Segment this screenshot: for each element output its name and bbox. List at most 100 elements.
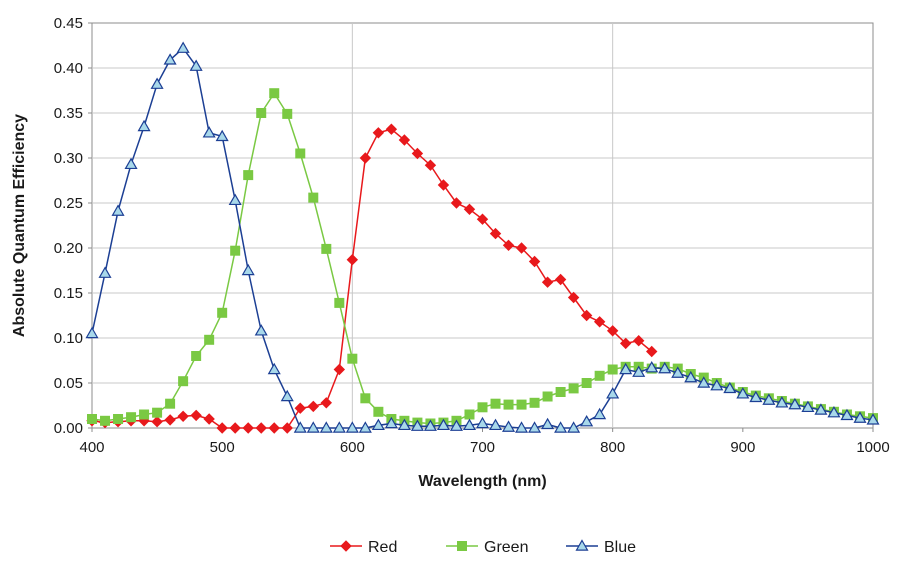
data-point-red: [372, 127, 385, 139]
series-blue: [85, 41, 880, 433]
legend-marker-blue: [575, 539, 589, 551]
data-point-blue: [267, 362, 281, 375]
data-point-blue: [697, 376, 711, 388]
data-point-green: [178, 376, 189, 387]
y-tick-label: 0.00: [54, 420, 83, 437]
data-point-blue: [814, 403, 828, 415]
data-point-red: [476, 213, 489, 225]
data-point-red: [216, 422, 228, 434]
data-point-blue: [462, 418, 477, 431]
data-point-blue: [541, 417, 555, 430]
data-point-red: [177, 410, 189, 423]
y-tick-label: 0.20: [54, 240, 83, 257]
data-point-green: [347, 353, 358, 364]
data-point-red: [229, 422, 241, 434]
data-point-blue: [202, 126, 216, 138]
data-point-red: [164, 414, 176, 426]
data-point-blue: [488, 418, 503, 431]
legend-item-red: Red: [330, 539, 397, 556]
data-point-blue: [801, 400, 815, 413]
data-point-blue: [371, 418, 385, 431]
legend: Red Green Blue: [330, 539, 636, 556]
x-axis-label: Wavelength (nm): [418, 473, 546, 490]
legend-label-blue: Blue: [604, 539, 636, 556]
legend-item-green: Green: [446, 539, 528, 556]
data-point-red: [203, 413, 215, 425]
data-point-blue: [684, 370, 698, 383]
x-tick-label: 800: [600, 439, 625, 456]
data-point-green: [126, 412, 137, 423]
data-point-green: [139, 409, 150, 420]
data-point-blue: [98, 266, 112, 278]
data-point-blue: [671, 366, 685, 378]
y-tick-label: 0.25: [54, 195, 83, 212]
data-point-red: [646, 345, 658, 358]
data-point-blue: [436, 418, 450, 431]
data-point-blue: [501, 420, 516, 432]
data-point-blue: [632, 365, 646, 377]
data-point-blue: [345, 421, 359, 433]
series-red: [86, 123, 658, 434]
data-point-green: [568, 383, 579, 394]
data-point-green: [256, 108, 267, 118]
legend-marker-green: [457, 541, 467, 551]
data-point-blue: [410, 419, 424, 431]
data-point-green: [542, 391, 553, 402]
data-point-red: [268, 422, 280, 434]
data-point-blue: [840, 408, 854, 421]
legend-item-blue: Blue: [566, 539, 636, 556]
plot-area: [91, 22, 874, 429]
data-point-red: [151, 415, 163, 428]
data-point-blue: [619, 362, 633, 375]
data-point-blue: [293, 421, 307, 433]
data-point-green: [165, 398, 176, 409]
data-point-green: [204, 334, 215, 345]
data-point-blue: [788, 397, 802, 410]
data-point-green: [607, 364, 618, 375]
data-point-green: [308, 192, 319, 203]
y-tick-label: 0.30: [54, 150, 83, 167]
data-point-green: [464, 409, 475, 420]
data-point-green: [269, 88, 280, 99]
y-tick-label: 0.40: [54, 60, 83, 77]
data-point-blue: [866, 413, 880, 425]
x-tick-label: 400: [79, 439, 104, 456]
data-point-green: [100, 415, 111, 426]
y-axis-label: Absolute Quantum Efficiency: [11, 114, 28, 337]
data-point-green: [477, 402, 488, 413]
data-point-red: [463, 203, 476, 216]
legend-label-green: Green: [484, 539, 528, 556]
data-point-red: [593, 316, 606, 328]
data-point-blue: [358, 421, 372, 433]
x-tick-label: 600: [340, 439, 365, 456]
data-point-red: [411, 147, 424, 160]
data-point-green: [490, 398, 501, 409]
data-point-green: [191, 351, 202, 361]
data-point-blue: [280, 389, 294, 402]
x-tick-label: 1000: [856, 439, 889, 456]
data-point-green: [295, 148, 306, 159]
x-tick-label: 500: [210, 439, 235, 456]
data-point-green: [555, 387, 566, 397]
data-point-red: [255, 422, 267, 434]
data-point-green: [230, 245, 241, 256]
data-point-blue: [853, 411, 867, 423]
data-point-red: [294, 402, 306, 414]
data-point-blue: [749, 390, 763, 403]
data-point-green: [503, 399, 514, 410]
data-point-red: [619, 337, 632, 350]
legend-label-red: Red: [368, 539, 397, 556]
data-point-blue: [189, 59, 203, 71]
data-point-blue: [228, 193, 242, 206]
x-tick-label: 900: [730, 439, 755, 456]
y-tick-label: 0.15: [54, 285, 83, 302]
data-point-blue: [111, 204, 125, 216]
y-tick-label: 0.35: [54, 105, 83, 122]
gridlines: [92, 23, 873, 428]
data-point-green: [581, 378, 592, 388]
data-point-blue: [85, 326, 99, 339]
data-point-green: [334, 297, 345, 308]
data-point-red: [190, 409, 202, 422]
data-point-blue: [567, 421, 581, 433]
data-point-green: [152, 407, 163, 418]
